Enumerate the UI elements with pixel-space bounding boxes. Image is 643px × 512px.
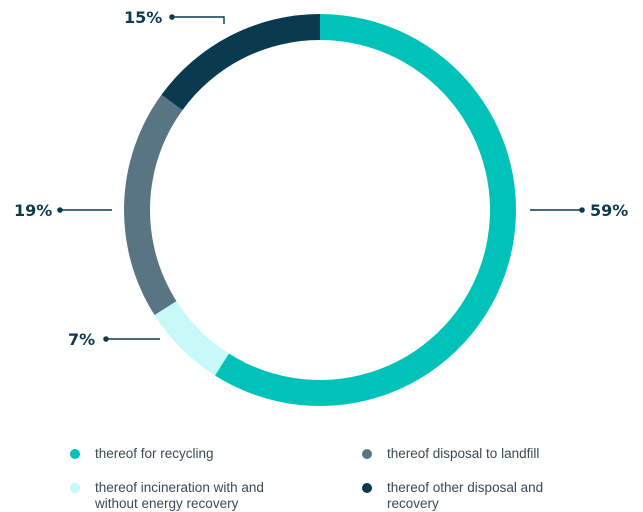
legend-item-recycling: thereof for recycling: [70, 446, 305, 462]
legend-swatch: [70, 449, 80, 459]
leader-recycling-dot: [579, 207, 585, 213]
legend-label: thereof disposal to landfill: [387, 446, 540, 461]
legend-label: thereof other disposal and recovery: [387, 480, 544, 511]
leader-other-dot: [169, 14, 175, 20]
leader-incineration-dot: [103, 336, 109, 342]
donut-chart: 59% 7% 19% 15%: [14, 8, 628, 406]
slice-other: [161, 13, 320, 111]
slice-incineration: [154, 301, 229, 376]
legend-swatch: [70, 483, 80, 493]
value-label-incineration: 7%: [68, 330, 95, 349]
value-label-other: 15%: [124, 8, 162, 27]
leader-other: [172, 16, 225, 24]
legend-label: thereof incineration with and without en…: [95, 480, 264, 511]
value-label-landfill: 19%: [14, 201, 52, 220]
value-label-recycling: 59%: [590, 201, 628, 220]
legend-item-other: thereof other disposal and recovery: [362, 480, 597, 512]
legend-swatch: [362, 449, 372, 459]
legend: thereof for recycling thereof disposal t…: [0, 440, 643, 512]
legend-item-incineration: thereof incineration with and without en…: [70, 480, 305, 512]
legend-label: thereof for recycling: [95, 446, 214, 461]
legend-item-landfill: thereof disposal to landfill: [362, 446, 597, 462]
slice-recycling: [214, 14, 516, 406]
legend-swatch: [362, 483, 372, 493]
leader-landfill-dot: [57, 207, 63, 213]
slice-landfill: [123, 94, 183, 316]
